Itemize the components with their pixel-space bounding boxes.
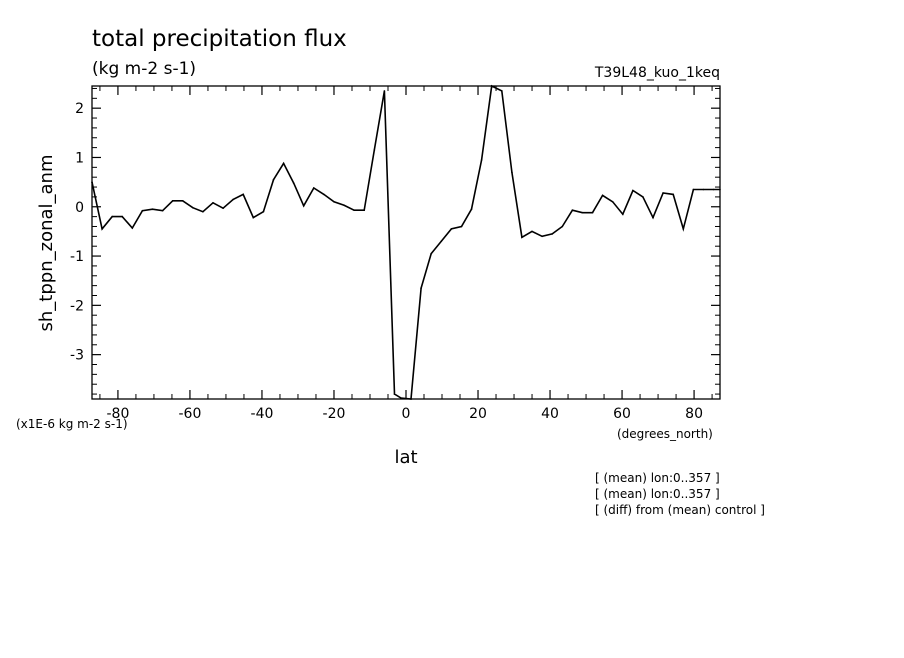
data-point [302,205,305,207]
data-point [470,208,473,210]
data-point [181,200,184,202]
data-point [591,211,594,214]
data-point [171,200,174,202]
y-tick-label: -2 [70,298,84,314]
data-point [121,215,123,218]
x-axis-units: (degrees_north) [617,427,713,441]
data-point [551,233,553,235]
plot-area: -80 -60 -40 -20 0 20 40 60 80 -3 -2 -1 0 1 2 [70,84,721,422]
data-point [521,236,523,239]
y-tick-label: -3 [70,348,84,364]
data-point [242,193,244,196]
run-id: T39L48_kuo_1keq [594,65,720,81]
x-tick-label: 60 [613,406,631,422]
data-point [131,227,134,229]
data-point [91,181,93,183]
data-point [333,201,335,203]
data-point [383,90,386,92]
data-point [712,188,715,191]
data-point [702,188,705,191]
data-point [373,149,376,151]
note-line-2: [ (mean) lon:0..357 ] [595,487,720,501]
y-tick-label: 2 [75,101,84,117]
data-point [410,398,412,400]
data-point [141,209,144,212]
data-point [101,228,103,230]
data-point [480,159,483,161]
data-point [420,287,422,289]
x-tick-label: -60 [179,406,202,422]
data-point [313,187,315,189]
data-point [652,216,654,219]
data-point [343,204,345,207]
y-axis-label: sh_tppn_zonal_anm [36,155,57,332]
data-point [192,206,194,209]
x-axis-label: lat [394,447,417,468]
data-point [353,209,355,211]
plot-frame [91,85,721,400]
data-point [430,252,433,255]
data-point [282,162,285,165]
data-point [719,188,721,191]
data-points [91,85,721,400]
data-point [490,85,493,87]
data-point [511,171,513,174]
y-minor-ticks [92,87,720,395]
data-point [111,215,113,218]
x-tick-label: 80 [685,406,703,422]
y-tick-label: 1 [75,150,84,166]
data-point [363,209,366,211]
data-point [622,213,624,215]
data-point [161,209,164,212]
data-point [292,182,295,184]
data-point [541,235,543,238]
data-point [632,189,634,192]
x-minor-ticks [99,86,713,399]
data-point [611,201,614,203]
y-scale-note: (x1E-6 kg m-2 s-1) [16,417,128,431]
x-axis-ticks: -80 -60 -40 -20 0 20 40 60 80 [106,86,703,422]
data-point [400,397,402,399]
note-line-1: [ (mean) lon:0..357 ] [595,471,720,485]
data-point [642,196,644,198]
data-point [212,202,214,204]
x-tick-label: 0 [402,406,411,422]
y-tick-label: 0 [75,200,84,216]
x-tick-label: -20 [323,406,346,422]
data-point [151,208,154,210]
data-point [662,192,664,194]
data-point [682,228,685,230]
data-point [393,393,396,395]
data-point [571,209,574,211]
y-tick-label: -1 [70,249,84,265]
data-point [323,193,325,196]
data-point [202,210,204,213]
data-point [501,90,503,92]
data-point [561,225,564,228]
data-point [450,228,453,230]
chart-units: (kg m-2 s-1) [92,59,196,79]
data-point [460,225,463,228]
data-point [252,216,255,219]
data-point [692,188,695,191]
series-line [91,84,720,400]
x-tick-label: -40 [251,406,274,422]
data-point [601,194,604,197]
note-line-3: [ (diff) from (mean) control ] [595,503,765,517]
data-point [262,210,265,213]
data-point [531,230,533,233]
data-point [672,193,674,196]
data-point [232,198,234,201]
chart-title: total precipitation flux [92,26,347,52]
x-tick-label: 40 [541,406,559,422]
y-axis-ticks: -3 -2 -1 0 1 2 [70,101,720,364]
x-tick-label: -80 [106,406,129,422]
data-point [272,178,275,181]
data-point [222,207,224,209]
data-point [440,240,443,243]
data-point [581,211,584,214]
x-tick-label: 20 [469,406,487,422]
